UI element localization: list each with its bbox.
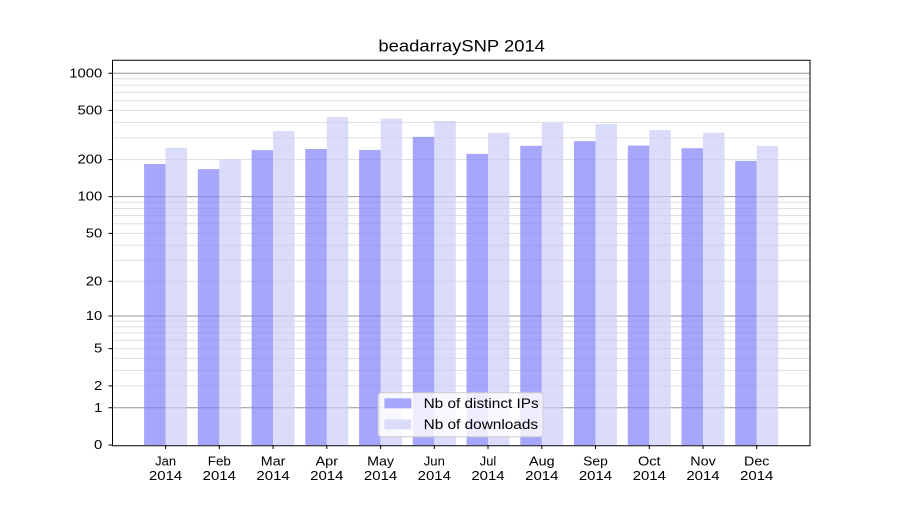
svg-text:Nb of distinct IPs: Nb of distinct IPs [424,395,539,411]
svg-text:Nov: Nov [690,454,716,469]
svg-text:Jul: Jul [480,454,497,469]
svg-text:2014: 2014 [525,468,558,483]
svg-text:200: 200 [78,152,103,167]
svg-text:Nb of downloads: Nb of downloads [424,416,539,432]
svg-text:500: 500 [78,103,103,118]
svg-text:Jun: Jun [424,454,445,469]
svg-text:2: 2 [94,378,102,393]
svg-text:2014: 2014 [418,468,451,483]
svg-text:Apr: Apr [316,454,339,469]
svg-text:Mar: Mar [261,454,286,469]
svg-text:20: 20 [86,273,103,288]
svg-text:5: 5 [94,341,102,356]
svg-text:2014: 2014 [633,468,666,483]
svg-text:Feb: Feb [208,454,231,469]
svg-text:Aug: Aug [529,454,555,469]
svg-text:2014: 2014 [471,468,504,483]
svg-text:2014: 2014 [686,468,719,483]
svg-text:2014: 2014 [364,468,397,483]
svg-text:Jan: Jan [155,454,176,469]
svg-text:100: 100 [78,189,103,204]
svg-text:50: 50 [86,226,103,241]
svg-text:10: 10 [86,308,103,323]
svg-text:2014: 2014 [579,468,612,483]
svg-text:2014: 2014 [310,468,343,483]
svg-text:1: 1 [94,400,102,415]
svg-text:Oct: Oct [638,454,661,469]
svg-text:beadarraySNP 2014: beadarraySNP 2014 [378,36,545,55]
svg-text:2014: 2014 [256,468,289,483]
svg-text:Dec: Dec [744,454,770,469]
svg-text:2014: 2014 [740,468,773,483]
svg-text:2014: 2014 [203,468,236,483]
svg-text:1000: 1000 [69,65,102,80]
svg-text:0: 0 [94,437,102,452]
svg-text:May: May [367,454,394,469]
svg-text:Sep: Sep [583,454,608,469]
svg-text:2014: 2014 [149,468,182,483]
